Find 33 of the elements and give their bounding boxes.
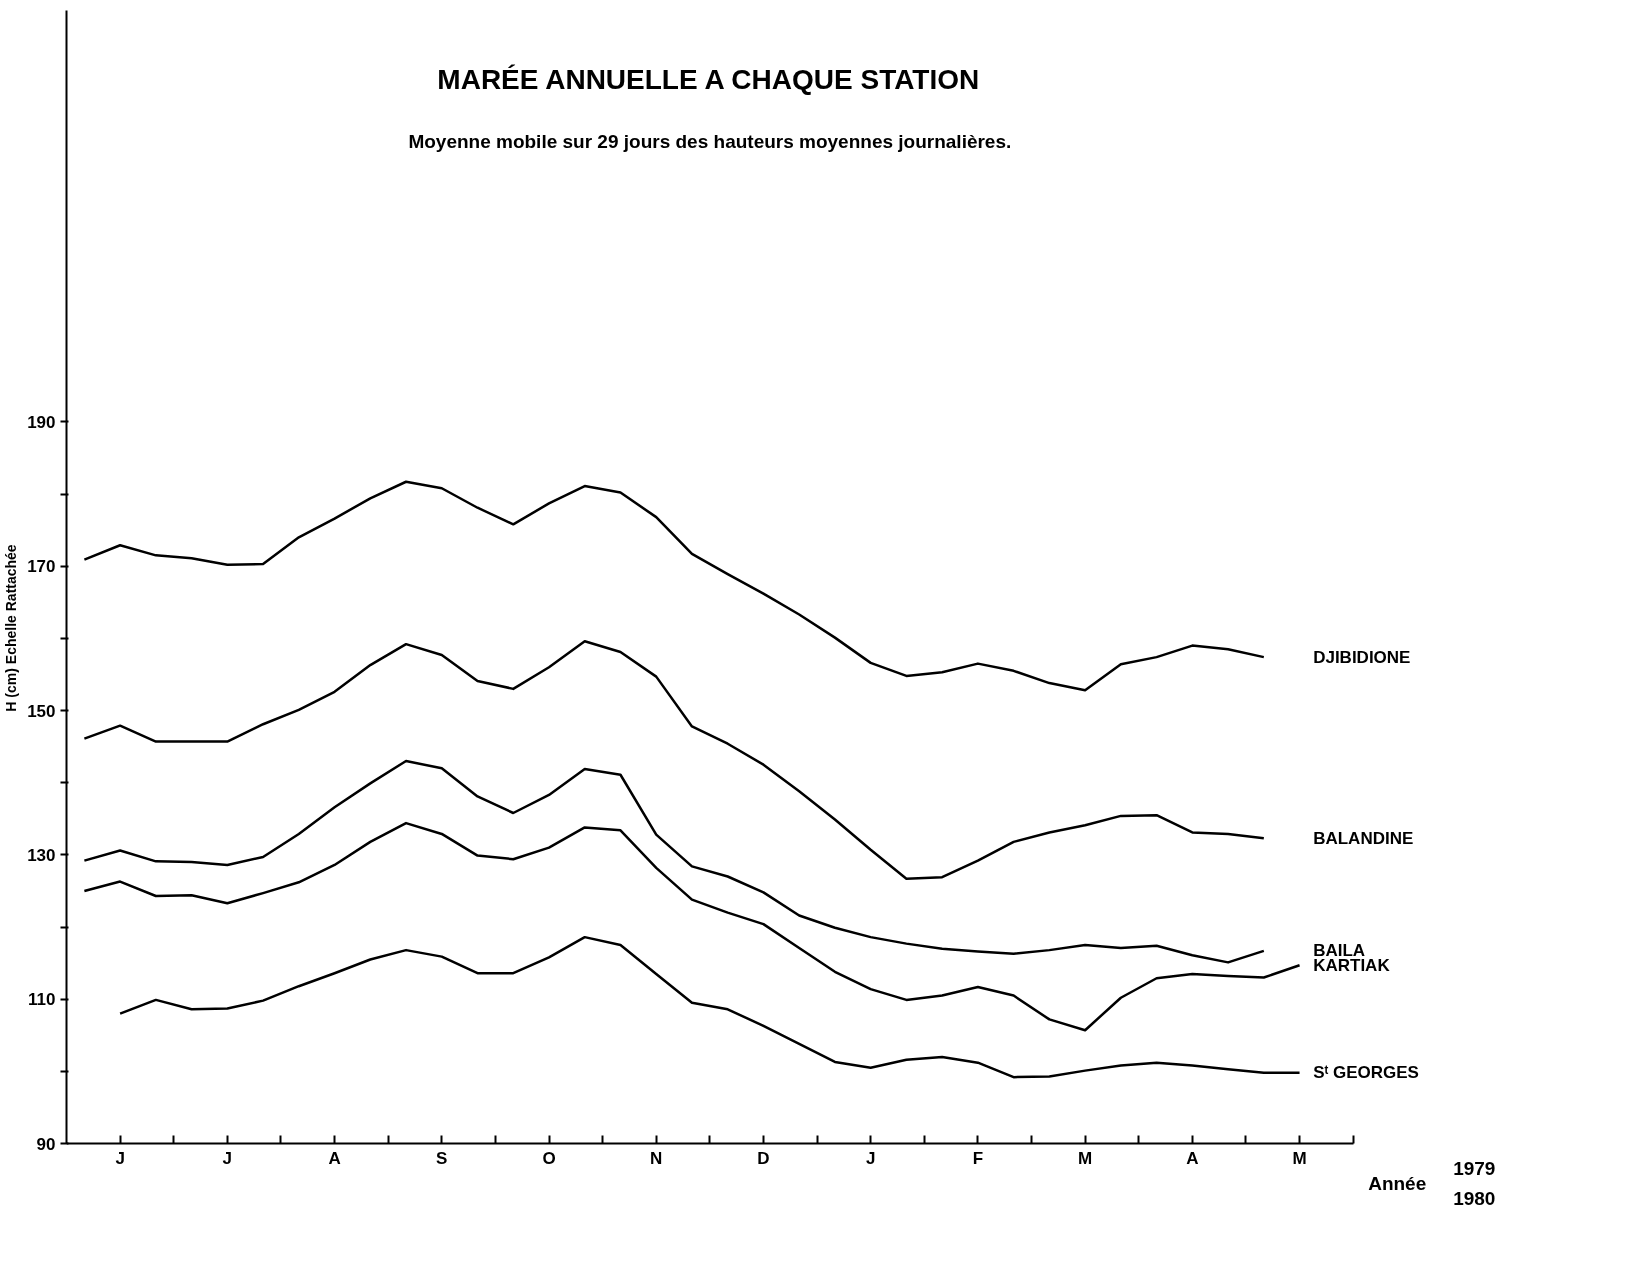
x-tick-label: J — [222, 1148, 233, 1168]
text: BALANDINE — [1313, 828, 1414, 848]
text: 1979 — [1453, 1158, 1496, 1180]
line-series — [118, 935, 1301, 1079]
y-tick-label: 190 — [27, 412, 56, 432]
line-series — [83, 480, 1266, 692]
x-tick-label: O — [542, 1148, 556, 1168]
x-tick-label: F — [972, 1148, 984, 1168]
text: DJIBIDIONE — [1313, 647, 1411, 667]
x-tick-label: A — [1186, 1148, 1199, 1168]
x-tick-label: N — [650, 1148, 663, 1168]
series-label: Sᵗ GEORGES — [1313, 1063, 1419, 1083]
y-tick-label: 150 — [27, 701, 56, 721]
x-tick-label: J — [865, 1148, 876, 1168]
series-label: KARTIAK — [1313, 955, 1391, 975]
text: Moyenne mobile sur 29 jours des hauteurs moyennes journalières. — [408, 131, 1012, 153]
y-axis-title: H (cm) Echelle Rattachée — [3, 544, 20, 712]
x-tick-label: M — [1078, 1148, 1093, 1168]
x-tick-label: S — [436, 1148, 448, 1168]
x-tick-label: D — [757, 1148, 770, 1168]
x-tick-label: J — [115, 1148, 125, 1168]
line-series — [83, 759, 1266, 964]
x-tick-label: A — [328, 1148, 341, 1168]
y-tick-label: 130 — [27, 845, 56, 865]
line-series — [83, 821, 1301, 1032]
y-tick-label: 170 — [27, 557, 56, 577]
y-tick-label: 110 — [28, 990, 56, 1010]
x-axis-title: Année — [1368, 1173, 1427, 1195]
line-series — [83, 639, 1266, 880]
text: MARÉE ANNUELLE A CHAQUE STATION — [437, 64, 980, 96]
text: 1980 — [1453, 1188, 1496, 1210]
y-tick-label: 90 — [36, 1134, 56, 1154]
x-tick-label: M — [1292, 1148, 1307, 1168]
